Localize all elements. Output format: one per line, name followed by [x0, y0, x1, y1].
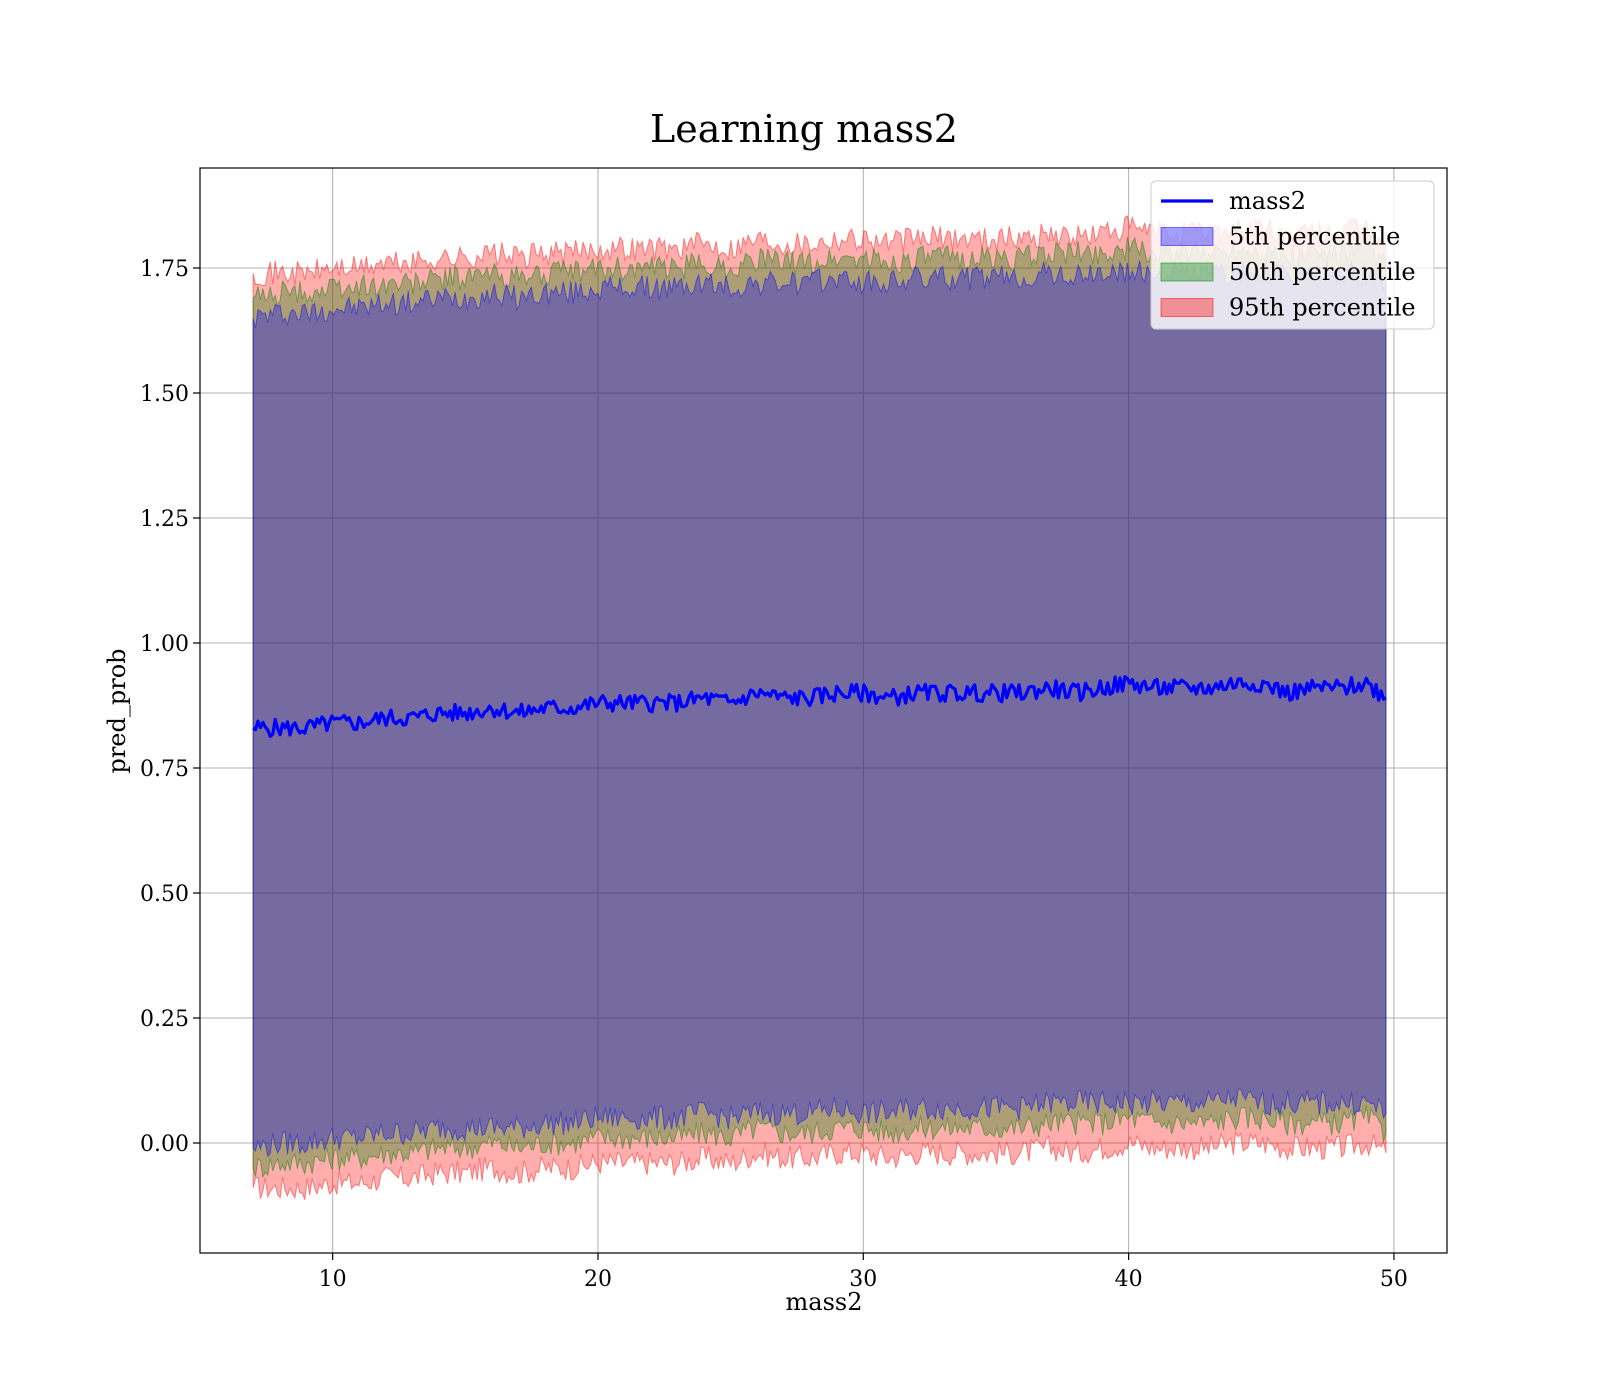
x-tick-label: 50	[1380, 1267, 1408, 1292]
series-lines	[252, 675, 1387, 738]
legend-swatch-band	[1160, 298, 1214, 317]
x-tick-label: 20	[584, 1267, 612, 1292]
y-tick-label: 0.75	[140, 757, 189, 782]
y-tick-label: 0.25	[140, 1007, 189, 1032]
legend-label: mass2	[1229, 187, 1306, 215]
legend-label: 50th percentile	[1229, 258, 1416, 286]
x-axis-ticks: 10 20 30 40 50	[319, 1253, 1408, 1292]
y-tick-label: 0.00	[140, 1132, 189, 1157]
y-tick-label: 1.25	[140, 507, 189, 532]
y-tick-label: 1.75	[140, 257, 189, 282]
chart-title: Learning mass2	[650, 107, 958, 151]
x-tick-label: 30	[849, 1267, 877, 1292]
x-axis-label: mass2	[786, 1288, 863, 1316]
grid-lines	[200, 168, 1447, 1253]
legend-label: 5th percentile	[1229, 223, 1400, 251]
legend-box	[1150, 180, 1435, 330]
y-axis-label: pred_prob	[103, 648, 131, 773]
legend-swatch-band	[1160, 227, 1214, 246]
legend-label: 95th percentile	[1229, 294, 1416, 322]
x-tick-label: 10	[319, 1267, 347, 1292]
legend: mass2 5th percentile 50th percentile 95th p…	[1150, 180, 1435, 330]
y-tick-label: 1.00	[140, 632, 189, 657]
y-tick-label: 0.50	[140, 882, 189, 907]
x-tick-label: 40	[1115, 1267, 1143, 1292]
y-tick-label: 1.50	[140, 382, 189, 407]
legend-swatch-band	[1160, 262, 1214, 282]
band-5th-percentile	[252, 260, 1387, 1158]
percentile-bands	[252, 214, 1387, 1200]
y-axis-ticks: 0.00 0.25 0.50 0.75 1.00 1.25 1.50 1.75	[140, 257, 200, 1157]
line-mass2	[252, 675, 1387, 738]
plot-frame	[199, 167, 1448, 1254]
